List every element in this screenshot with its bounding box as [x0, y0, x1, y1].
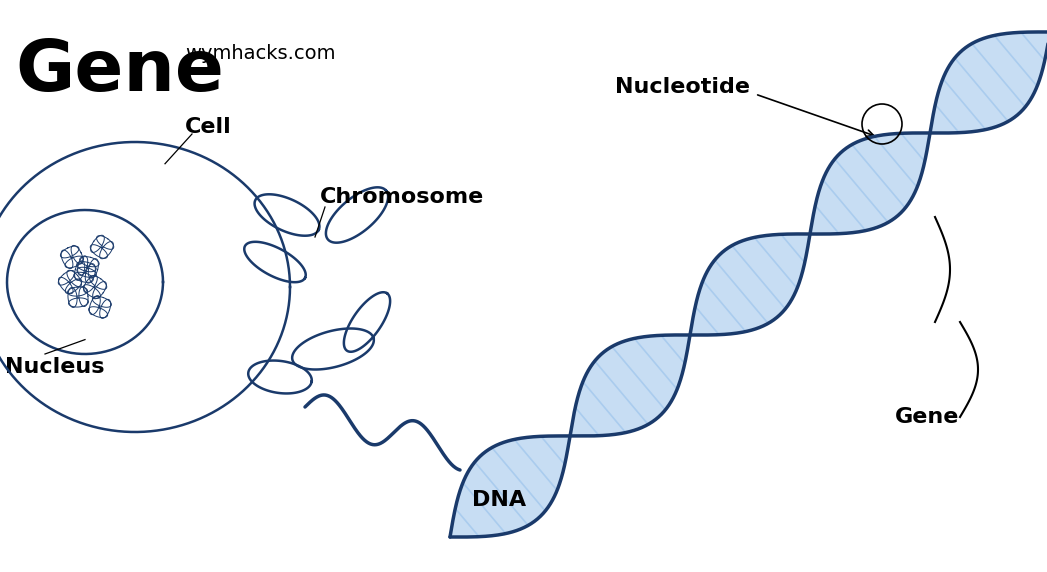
Polygon shape: [810, 133, 930, 234]
Text: Chromosome: Chromosome: [320, 187, 485, 207]
Text: Nucleotide: Nucleotide: [615, 77, 750, 97]
Text: wymhacks.com: wymhacks.com: [185, 44, 335, 63]
Text: DNA: DNA: [472, 490, 527, 510]
Polygon shape: [690, 234, 810, 335]
Text: Gene: Gene: [895, 407, 959, 427]
Polygon shape: [570, 335, 690, 436]
Text: Cell: Cell: [185, 117, 231, 137]
Polygon shape: [450, 436, 570, 537]
Text: Gene: Gene: [15, 37, 224, 106]
Text: Nucleus: Nucleus: [5, 357, 105, 377]
Polygon shape: [930, 32, 1047, 133]
